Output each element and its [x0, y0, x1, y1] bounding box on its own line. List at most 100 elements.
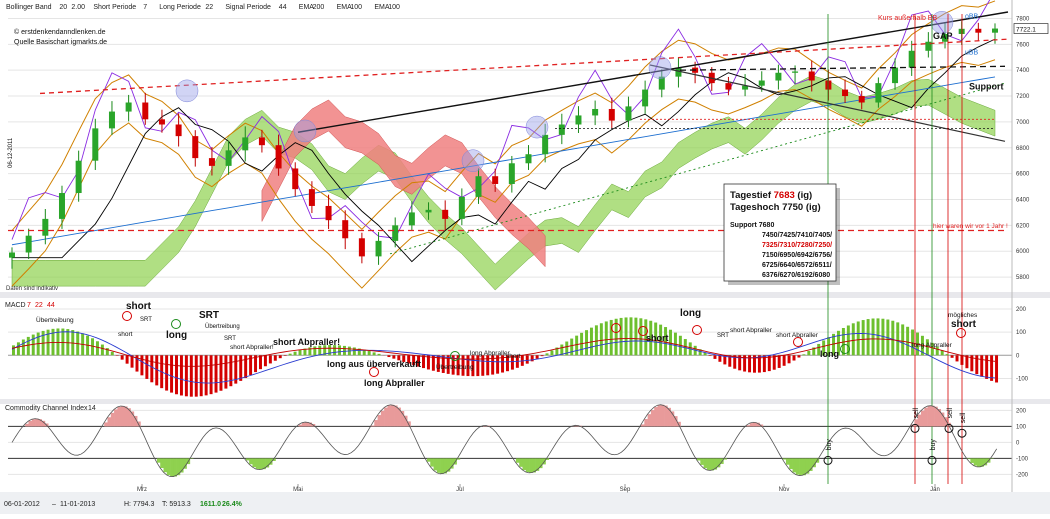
cci-signal-label: buy [826, 439, 833, 451]
candle-body [326, 206, 332, 220]
header-param-value: 100 [350, 4, 362, 11]
info-box-line2: Tageshoch 7750 (ig) [730, 202, 821, 213]
macd-histogram-bar [575, 336, 578, 356]
info-support-row: 6725/6640/6572/6511/ [762, 262, 832, 269]
macd-histogram-bar [150, 355, 153, 382]
macd-annotation: long Abpraller [470, 350, 511, 357]
macd-histogram-bar [378, 354, 381, 355]
candle-body [59, 193, 65, 219]
macd-tick-label: -100 [1016, 376, 1029, 382]
cci-overbought-fill [387, 406, 391, 427]
cci-signal-label: sell [947, 407, 954, 418]
cci-overbought-fill [302, 423, 306, 427]
annotation-year-ago: hier waren wir vor 1 Jahr ! [933, 223, 1008, 230]
macd-annotation: short [506, 353, 521, 360]
cci-oversold-fill [793, 458, 797, 472]
macd-histogram-bar [17, 342, 20, 355]
macd-histogram-bar [783, 355, 786, 366]
candle-body [842, 90, 848, 96]
macd-histogram-bar [210, 355, 213, 394]
macd-histogram-bar [195, 355, 198, 396]
macd-histogram-bar [476, 355, 479, 376]
cci-oversold-fill [783, 458, 787, 459]
macd-histogram-bar [205, 355, 208, 395]
candle-body [442, 210, 448, 219]
cci-signal-label: sell [960, 412, 967, 423]
candle-body [525, 154, 531, 163]
cci-overbought-fill [654, 407, 658, 426]
cci-signal-label: buy [930, 439, 937, 451]
macd-annotation: SRT [140, 317, 152, 323]
macd-annotation: Übertreibung [436, 363, 474, 371]
macd-annotation: short [951, 319, 977, 330]
macd-histogram-bar [867, 319, 870, 355]
macd-histogram-bar [96, 341, 99, 355]
candle-body [392, 225, 398, 241]
cci-oversold-fill [710, 458, 714, 470]
annotation-obb: oBB [965, 13, 979, 20]
annotation-ubb: uBB [965, 50, 979, 57]
copyright-label: © erstdenkendanndlenken.de [14, 28, 106, 36]
side-date-label: 06-12-2011 [8, 137, 14, 168]
last-price-label: 7722.1 [1016, 27, 1036, 34]
macd-histogram-bar [318, 346, 321, 356]
macd-histogram-bar [526, 355, 529, 363]
macd-histogram-bar [111, 352, 114, 355]
candle-body [126, 103, 132, 112]
cci-oversold-fill [974, 458, 978, 465]
cci-overbought-fill [108, 417, 112, 426]
disclaimer-note: Daten sind indikativ [6, 286, 58, 292]
macd-histogram-bar [995, 355, 998, 382]
candle-body [26, 236, 32, 253]
cci-oversold-fill [526, 458, 530, 472]
cci-overbought-fill [934, 407, 938, 427]
header-param-label: Short Periode [93, 4, 136, 11]
header-param-value: 200 [313, 4, 325, 11]
macd-histogram-bar [343, 346, 346, 355]
candle-body [309, 189, 315, 206]
header-param-value: 7 [143, 4, 147, 11]
highlight-circle [176, 80, 198, 102]
macd-histogram-bar [773, 355, 776, 369]
macd-histogram-bar [956, 355, 959, 361]
annotation-support: Support [969, 82, 1004, 92]
macd-histogram-bar [294, 352, 297, 356]
macd-histogram-bar [284, 355, 287, 356]
macd-histogram-bar [368, 351, 371, 355]
month-label: Jan [930, 487, 940, 493]
macd-histogram-bar [12, 345, 15, 355]
macd-histogram-bar [180, 355, 183, 395]
macd-histogram-bar [259, 355, 262, 369]
cci-oversold-fill [427, 458, 431, 461]
macd-histogram-bar [713, 355, 716, 359]
cci-oversold-fill [799, 458, 803, 475]
highlight-circle [649, 57, 671, 79]
cci-tick-label: 100 [1016, 424, 1027, 430]
month-label: Mai [293, 487, 303, 493]
cci-oversold-fill [529, 458, 533, 472]
macd-histogram-bar [595, 325, 598, 355]
status-percent: 26.4% [222, 501, 243, 508]
macd-histogram-bar [946, 354, 949, 355]
candle-body [359, 238, 365, 256]
macd-histogram-bar [145, 355, 148, 379]
cci-oversold-fill [796, 458, 800, 474]
macd-param: 22 [35, 302, 43, 309]
macd-histogram-bar [264, 355, 267, 366]
cci-overbought-fill [937, 409, 941, 426]
macd-annotation: long [166, 330, 187, 341]
cci-oversold-fill [704, 458, 708, 468]
macd-annotation: long Abpraller [364, 378, 425, 388]
macd-histogram-bar [279, 355, 282, 358]
macd-histogram-bar [66, 329, 69, 355]
macd-annotation: SRT [224, 336, 236, 342]
macd-annotation: short [646, 333, 669, 343]
cci-overbought-fill [664, 406, 668, 427]
panel-divider [0, 292, 1050, 298]
macd-histogram-bar [718, 355, 721, 361]
status-end-date: 11-01-2013 [60, 501, 95, 508]
candle-body [109, 112, 115, 129]
cci-oversold-fill [707, 458, 711, 470]
cci-overbought-fill [32, 419, 36, 426]
cci-overbought-fill [371, 426, 375, 427]
